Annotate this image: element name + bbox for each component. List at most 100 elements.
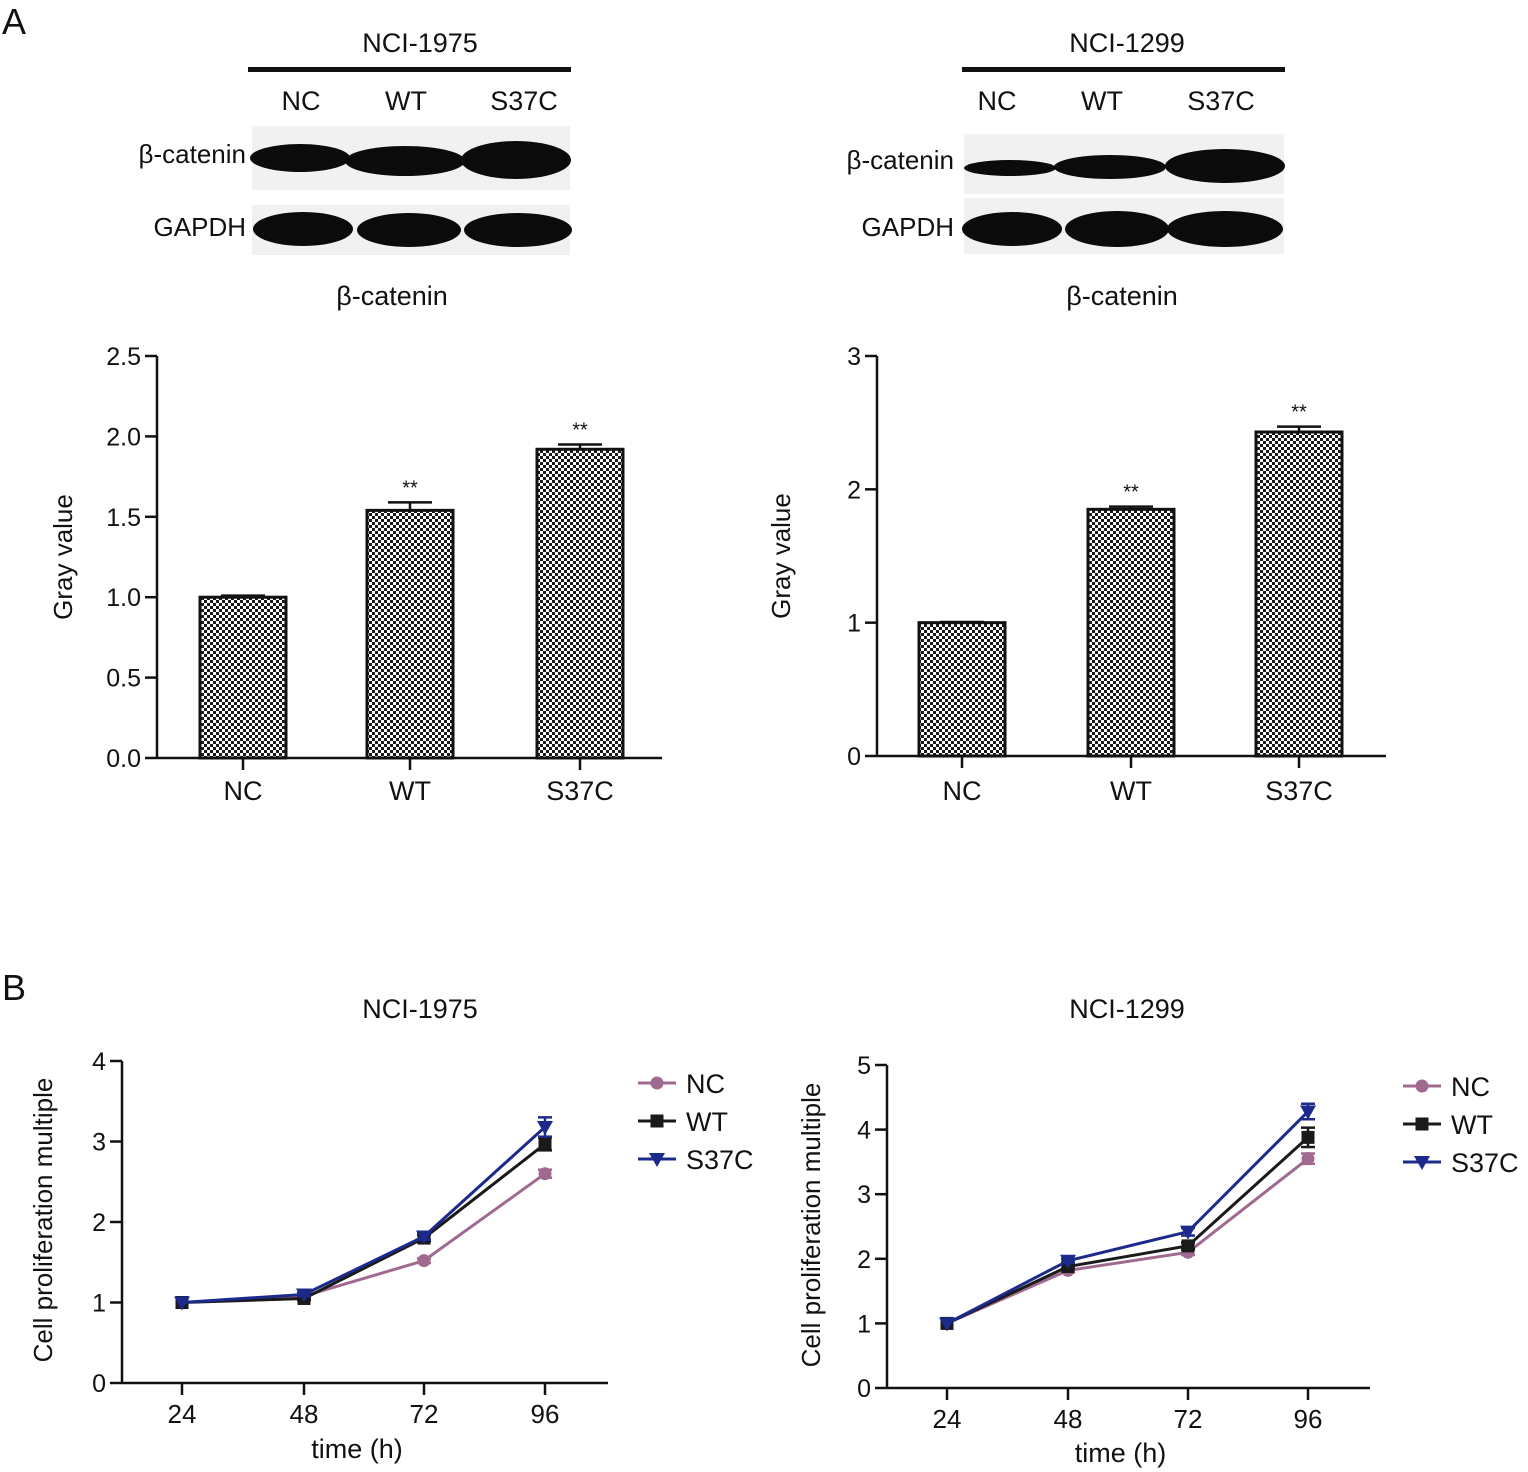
- y-tick-label: 2.5: [106, 343, 141, 371]
- blot-row-label: β-catenin: [847, 145, 954, 175]
- x-tick-label: 72: [1174, 1404, 1203, 1434]
- blot-band: [464, 213, 572, 247]
- significance-label: **: [572, 419, 588, 441]
- chart-title: β-catenin: [336, 281, 448, 311]
- blot-header-bar: [962, 67, 1285, 72]
- series-line: [946, 1136, 1310, 1325]
- blot-band: [1054, 155, 1166, 179]
- blot-title: NCI-1975: [362, 28, 478, 58]
- series-line: [946, 1157, 1309, 1325]
- x-tick-label: 96: [531, 1399, 560, 1429]
- legend-marker: [650, 1114, 664, 1128]
- blot-band: [253, 212, 353, 246]
- series-nc: [940, 1152, 1315, 1330]
- bar: [535, 447, 625, 760]
- y-tick-label: 1.5: [106, 504, 141, 532]
- x-tick-label: WT: [389, 776, 431, 806]
- legend-item-s37c: S37C: [638, 1145, 754, 1175]
- x-tick-label: 48: [1054, 1404, 1083, 1434]
- blot-band: [461, 141, 571, 179]
- y-axis-label: Gray value: [766, 493, 796, 619]
- blot-lane-label: S37C: [1187, 86, 1255, 116]
- legend-item-wt: WT: [1403, 1110, 1493, 1140]
- y-tick-label: 2: [857, 1246, 871, 1274]
- bar: [917, 621, 1007, 758]
- x-tick-label: 24: [933, 1404, 962, 1434]
- x-tick-label: S37C: [546, 776, 614, 806]
- y-axis-label: Cell proliferation multiple: [796, 1083, 826, 1368]
- legend-label: NC: [686, 1069, 725, 1099]
- chart-title: NCI-1299: [1069, 994, 1185, 1024]
- bar: [365, 508, 455, 760]
- blot-band: [250, 144, 350, 172]
- y-tick-label: 2: [847, 476, 861, 504]
- blot-header-bar: [248, 67, 571, 72]
- bar: [1254, 430, 1344, 758]
- series-s37c: [939, 1102, 1316, 1332]
- data-point: [1301, 1152, 1315, 1166]
- chart-title: NCI-1975: [362, 994, 478, 1024]
- legend-label: WT: [686, 1107, 728, 1137]
- data-point: [416, 1230, 432, 1245]
- series-line: [181, 1142, 546, 1304]
- x-tick-label: NC: [943, 776, 982, 806]
- legend-marker: [649, 1153, 665, 1167]
- legend-item-s37c: S37C: [1403, 1148, 1519, 1178]
- data-point: [1181, 1239, 1195, 1253]
- x-axis-label: time (h): [311, 1434, 403, 1464]
- y-tick-label: 0: [857, 1375, 871, 1403]
- x-tick-label: 48: [290, 1399, 319, 1429]
- blot-title: NCI-1299: [1069, 28, 1185, 58]
- data-point: [939, 1317, 955, 1332]
- legend-item-wt: WT: [638, 1107, 728, 1137]
- blot-row-label: β-catenin: [139, 139, 246, 169]
- series-nc: [175, 1167, 552, 1309]
- panel-label-a: A: [2, 1, 26, 42]
- y-tick-label: 0.0: [106, 745, 141, 773]
- blot-row-label: GAPDH: [862, 212, 954, 242]
- legend-label: S37C: [1451, 1148, 1519, 1178]
- legend-label: WT: [1451, 1110, 1493, 1140]
- blot-band: [1167, 211, 1283, 247]
- significance-label: **: [1291, 402, 1307, 424]
- significance-label: **: [402, 477, 418, 499]
- data-point: [296, 1288, 312, 1303]
- y-tick-label: 4: [92, 1048, 106, 1076]
- blot-lane-label: NC: [282, 86, 321, 116]
- data-point: [1180, 1225, 1196, 1240]
- series-line: [181, 1125, 547, 1304]
- data-point: [174, 1296, 190, 1311]
- y-tick-label: 3: [92, 1129, 106, 1157]
- bar: [198, 595, 288, 760]
- x-tick-label: S37C: [1265, 776, 1333, 806]
- y-axis-label: Gray value: [48, 494, 78, 620]
- blot-band: [1065, 211, 1169, 247]
- series-s37c: [174, 1116, 553, 1311]
- data-point: [1300, 1105, 1316, 1120]
- series-wt: [940, 1126, 1315, 1330]
- chart-title: β-catenin: [1066, 281, 1178, 311]
- legend-marker: [1414, 1156, 1430, 1170]
- series-line: [946, 1110, 1310, 1325]
- y-tick-label: 3: [847, 343, 861, 371]
- y-tick-label: 1: [92, 1290, 106, 1318]
- series-line: [181, 1172, 546, 1304]
- significance-label: **: [1123, 482, 1139, 504]
- legend-marker: [1415, 1117, 1429, 1131]
- legend-marker: [650, 1076, 664, 1090]
- x-tick-label: 72: [410, 1399, 439, 1429]
- blot-band: [964, 160, 1056, 176]
- y-tick-label: 2: [92, 1209, 106, 1237]
- x-tick-label: 96: [1294, 1404, 1323, 1434]
- y-tick-label: 1: [857, 1310, 871, 1338]
- blot-band: [345, 146, 465, 176]
- y-tick-label: 1: [847, 610, 861, 638]
- blot-row-label: GAPDH: [154, 212, 246, 242]
- legend-label: S37C: [686, 1145, 754, 1175]
- x-tick-label: WT: [1110, 776, 1152, 806]
- data-point: [1060, 1254, 1076, 1269]
- y-tick-label: 2.0: [106, 423, 141, 451]
- data-point: [1301, 1130, 1315, 1144]
- legend-item-nc: NC: [1403, 1072, 1490, 1102]
- blot-lane-label: WT: [385, 86, 427, 116]
